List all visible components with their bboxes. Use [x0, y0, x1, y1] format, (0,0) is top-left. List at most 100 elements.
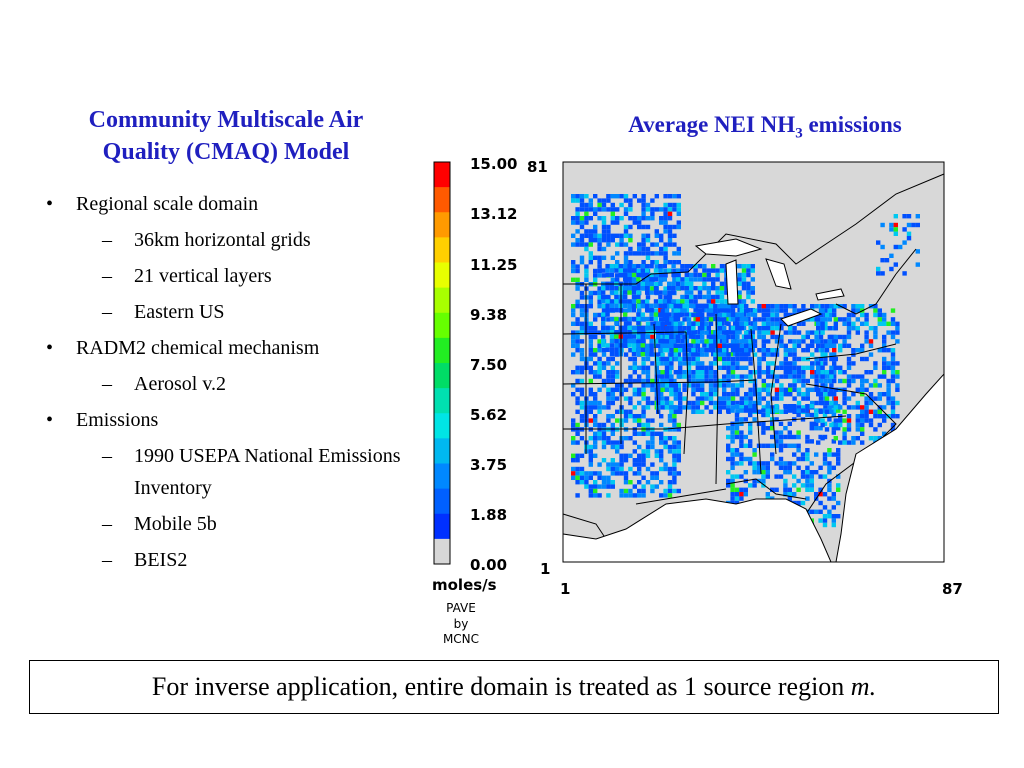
colorbar-segment — [434, 337, 450, 364]
emission-cell — [814, 452, 819, 457]
emission-cell — [606, 378, 611, 384]
emission-cell — [822, 474, 828, 479]
emission-cell — [748, 426, 753, 431]
emission-cell — [730, 370, 736, 375]
emission-cell — [851, 326, 856, 331]
emission-cell — [623, 316, 628, 322]
emission-cell — [619, 418, 624, 423]
emission-cell — [719, 281, 725, 286]
emission-cell — [770, 443, 775, 448]
emission-cell — [615, 194, 620, 199]
emission-cell — [818, 387, 824, 392]
emission-cell — [704, 370, 709, 375]
emission-cell — [820, 330, 825, 335]
emission-cell — [593, 370, 598, 375]
emission-cell — [609, 338, 615, 344]
emission-cell — [779, 321, 784, 326]
emission-cell — [846, 356, 852, 362]
emission-cell — [726, 308, 731, 313]
emission-cell — [752, 339, 758, 344]
emission-cell — [752, 387, 758, 392]
emission-cell — [615, 273, 620, 278]
emission-cell — [656, 400, 661, 406]
emission-cell — [676, 383, 681, 388]
emission-cell — [654, 370, 659, 375]
emission-cell — [770, 308, 775, 313]
emission-cell — [761, 308, 766, 313]
emission-cell — [860, 348, 865, 353]
emission-cell — [827, 304, 832, 309]
emission-cell — [730, 361, 736, 366]
emission-cell — [650, 334, 655, 340]
emission-cell — [805, 439, 810, 444]
emission-cell — [571, 260, 576, 265]
emission-cell — [752, 317, 758, 322]
emission-cell — [663, 194, 668, 199]
emission-cell — [765, 474, 770, 479]
emission-cell — [691, 321, 696, 326]
emission-cell — [632, 462, 637, 467]
emission-cell — [882, 405, 887, 410]
emission-cell — [667, 312, 672, 317]
emission-cell — [660, 339, 665, 344]
emission-cell — [672, 418, 677, 423]
emission-cell — [902, 240, 907, 245]
emission-cell — [637, 365, 642, 370]
emission-cell — [614, 264, 619, 269]
great-lakes — [694, 238, 845, 327]
emission-cell — [719, 294, 725, 300]
emission-cell — [571, 268, 576, 274]
emission-cell — [658, 299, 663, 304]
emission-cell — [868, 339, 874, 344]
emission-cell — [814, 378, 819, 384]
emission-cell — [730, 348, 736, 353]
emission-cell — [631, 308, 637, 313]
emission-cell — [676, 352, 681, 357]
emission-cell — [575, 286, 580, 291]
emission-cell — [779, 383, 784, 388]
emission-cell — [654, 233, 659, 238]
emission-cell — [654, 251, 659, 256]
emission-cell — [693, 272, 698, 278]
emission-cell — [820, 348, 825, 353]
emission-cell — [606, 475, 611, 480]
emission-cell — [829, 352, 834, 357]
emission-cell — [779, 361, 784, 366]
emission-cell — [700, 387, 705, 392]
emission-cell — [882, 348, 887, 353]
emission-cell — [627, 290, 632, 295]
emission-cell — [734, 496, 740, 501]
emission-cell — [641, 211, 646, 216]
emission-cell — [671, 290, 676, 295]
emission-cell — [605, 286, 610, 291]
emission-cell — [610, 255, 615, 260]
emission-cell — [597, 374, 602, 379]
emission-cell — [623, 334, 628, 339]
emission-cell — [669, 409, 674, 414]
emission-cell — [676, 224, 681, 230]
emission-cell — [619, 238, 624, 243]
emission-cell — [597, 273, 602, 278]
emission-cell — [724, 286, 729, 291]
emission-cell — [730, 374, 736, 379]
emission-cell — [739, 474, 744, 479]
emission-cell — [671, 321, 676, 326]
emission-cell — [739, 312, 744, 318]
emission-cell — [730, 304, 736, 309]
emission-cell — [597, 304, 602, 309]
emission-cell — [737, 308, 742, 313]
emission-cell — [726, 321, 731, 326]
emission-cell — [829, 422, 834, 428]
emission-cell — [704, 339, 709, 344]
emission-cell — [682, 304, 687, 309]
emission-cell — [779, 387, 784, 392]
emission-cell — [792, 408, 797, 413]
emission-cell — [584, 264, 589, 269]
emission-cell — [750, 330, 755, 335]
emission-cell — [734, 487, 740, 492]
emission-cell — [654, 484, 659, 489]
emission-cell — [676, 453, 681, 458]
emission-cell — [597, 260, 602, 265]
emission-cell — [571, 304, 576, 309]
emission-cell — [726, 365, 731, 370]
